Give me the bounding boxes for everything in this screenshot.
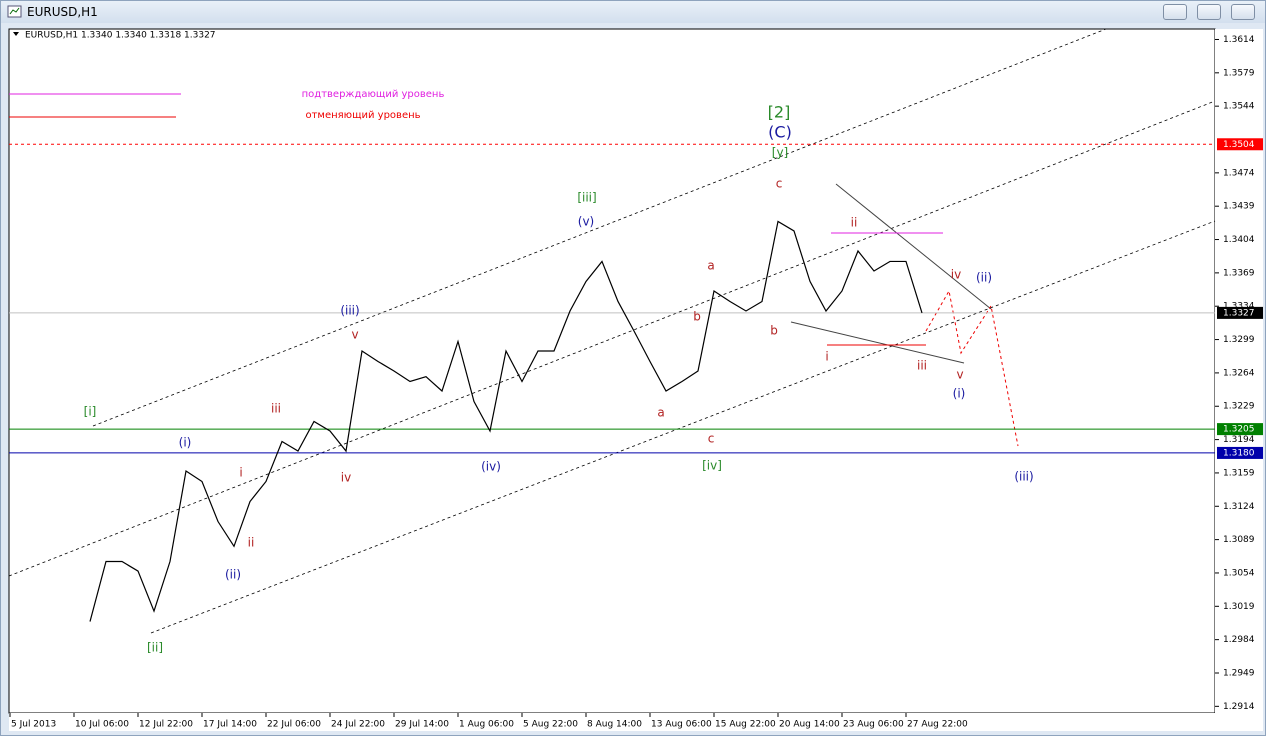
x-tick-label: 12 Jul 22:00 <box>139 720 193 730</box>
x-tick-label: 5 Aug 22:00 <box>523 720 578 730</box>
x-tick-label: 13 Aug 06:00 <box>651 720 712 730</box>
title-bar: EURUSD,H1 <box>1 1 1265 23</box>
y-tick-label: 1.3474 <box>1223 168 1255 178</box>
plot-area <box>8 28 1216 714</box>
wave-label: [i] <box>84 405 97 419</box>
y-tick-label: 1.2984 <box>1223 635 1255 645</box>
wave-label: ii <box>851 216 858 230</box>
wave-lines <box>9 93 1019 447</box>
x-tick-label: 20 Aug 14:00 <box>779 720 840 730</box>
wave-label: (i) <box>953 387 966 401</box>
x-tick-label: 24 Jul 22:00 <box>331 720 385 730</box>
y-tick-label: 1.2949 <box>1223 668 1255 678</box>
y-tick-label: 1.3019 <box>1223 602 1255 612</box>
x-tick-label: 23 Aug 06:00 <box>843 720 904 730</box>
level-label: 1.3180 <box>1223 448 1255 458</box>
wave-label: [2] <box>768 103 791 122</box>
y-tick-label: 1.3439 <box>1223 202 1255 212</box>
wave-label: a <box>707 259 714 273</box>
wave-label: i <box>825 350 828 364</box>
wave-label: ii <box>248 536 255 550</box>
x-tick-label: 22 Jul 06:00 <box>267 720 321 730</box>
wave-label: b <box>770 324 778 338</box>
time-axis <box>9 713 1263 731</box>
y-tick-label: 1.3579 <box>1223 68 1255 78</box>
wave-label: [ii] <box>147 641 163 655</box>
close-button[interactable] <box>1231 4 1255 20</box>
wave-label: iii <box>917 359 927 373</box>
wave-label: [y] <box>772 146 788 160</box>
wave-label: c <box>776 177 783 191</box>
x-tick-label: 15 Aug 22:00 <box>715 720 776 730</box>
legend-text: отменяющий уровень <box>305 110 420 121</box>
y-tick-label: 1.3054 <box>1223 568 1255 578</box>
level-label-box <box>1217 423 1263 436</box>
wave-label: (ii) <box>225 568 241 582</box>
x-tick-label: 17 Jul 14:00 <box>203 720 257 730</box>
y-tick-label: 1.3614 <box>1223 35 1255 45</box>
level-label: 1.3327 <box>1223 308 1255 318</box>
y-tick-label: 1.3229 <box>1223 402 1255 412</box>
restore-button[interactable] <box>1197 4 1221 20</box>
level-label-box <box>1217 306 1263 319</box>
wave-label: iv <box>951 268 961 282</box>
x-tick-label: 29 Jul 14:00 <box>395 720 449 730</box>
y-tick-label: 1.3334 <box>1223 302 1255 312</box>
wave-label: (iv) <box>481 460 501 474</box>
y-tick-label: 1.3369 <box>1223 268 1255 278</box>
minimize-button[interactable] <box>1163 4 1187 20</box>
wave-label: iii <box>271 402 281 416</box>
chart-title: EURUSD,H1 1.3340 1.3340 1.3318 1.3327 <box>25 31 216 41</box>
channel-lines <box>8 28 1216 634</box>
y-tick-label: 1.3404 <box>1223 235 1255 245</box>
x-tick-label: 10 Jul 06:00 <box>75 720 129 730</box>
wave-label: (i) <box>179 436 192 450</box>
wave-label: [iii] <box>577 191 596 205</box>
level-label: 1.3504 <box>1223 140 1255 150</box>
wave-label: (C) <box>768 123 792 142</box>
x-tick-label: 27 Aug 22:00 <box>907 720 968 730</box>
x-tick-label: 5 Jul 2013 <box>11 720 56 730</box>
dropdown-arrow <box>13 32 19 36</box>
x-tick-label: 8 Aug 14:00 <box>587 720 642 730</box>
x-tick-label: 1 Aug 06:00 <box>459 720 514 730</box>
y-tick-label: 1.3544 <box>1223 102 1255 112</box>
wave-label: v <box>351 328 358 342</box>
y-tick-label: 1.3194 <box>1223 435 1255 445</box>
wave-label: [iv] <box>702 459 722 473</box>
wave-label: (iii) <box>1014 470 1033 484</box>
price-line <box>89 220 923 622</box>
y-tick-label: 1.3124 <box>1223 502 1255 512</box>
app-icon <box>7 5 22 18</box>
wave-label: (ii) <box>976 271 992 285</box>
y-tick-label: 1.3089 <box>1223 535 1255 545</box>
wave-label: iv <box>341 471 351 485</box>
wave-label: c <box>708 432 715 446</box>
wave-label: (v) <box>578 215 594 229</box>
y-tick-label: 1.3299 <box>1223 335 1255 345</box>
level-label-box <box>1217 138 1263 151</box>
y-tick-label: 1.3264 <box>1223 368 1255 378</box>
wave-label: a <box>657 406 664 420</box>
chart: EURUSD,H1 1.3340 1.3340 1.3318 1.3327 по… <box>8 28 1263 731</box>
wave-label: (iii) <box>340 304 359 318</box>
level-label-box <box>1217 446 1263 459</box>
y-tick-label: 1.2914 <box>1223 702 1255 712</box>
wave-label: v <box>956 368 963 382</box>
window-title: EURUSD,H1 <box>27 5 98 19</box>
wave-label: b <box>693 310 701 324</box>
legend-text: подтверждающий уровень <box>302 89 445 100</box>
wave-label: i <box>239 466 242 480</box>
y-tick-label: 1.3159 <box>1223 468 1255 478</box>
level-label: 1.3205 <box>1223 425 1255 435</box>
